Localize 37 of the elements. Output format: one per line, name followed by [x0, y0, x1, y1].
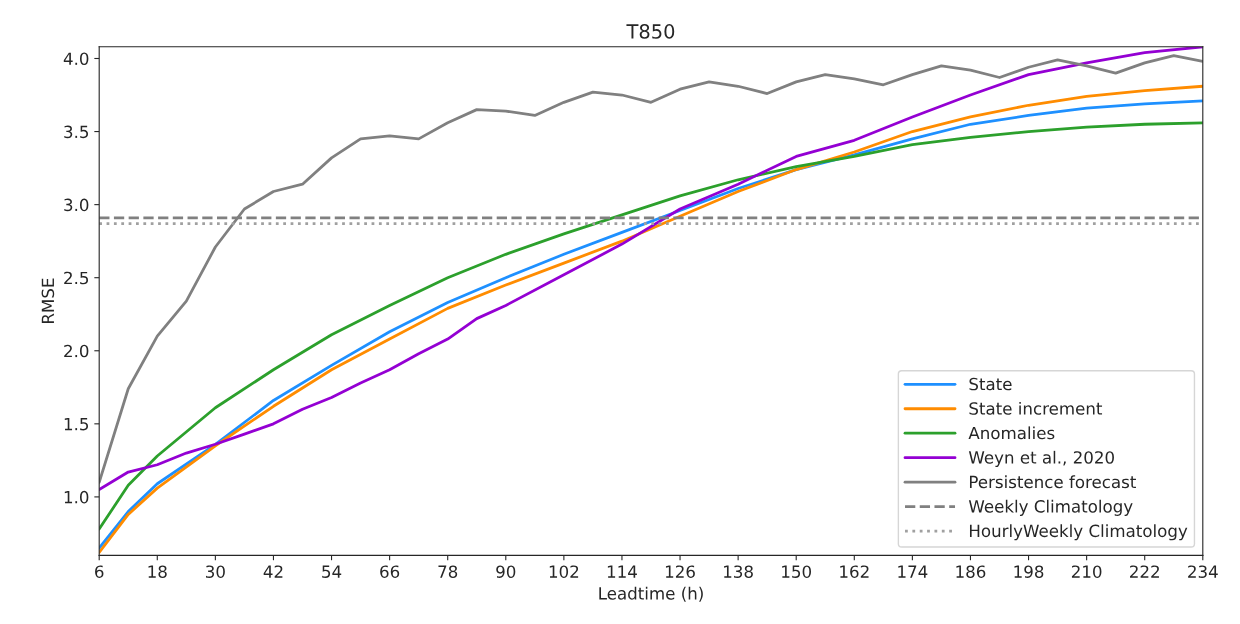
legend-label: HourlyWeekly Climatology — [969, 524, 1188, 541]
x-tick-label: 90 — [496, 565, 516, 578]
y-tick-label: 1.0 — [64, 490, 89, 504]
x-tick-label: 54 — [322, 565, 342, 578]
y-tick-label: 3.5 — [64, 125, 89, 139]
y-axis-title: RMSE — [41, 278, 55, 323]
legend-label: Anomalies — [968, 426, 1055, 440]
x-axis-title: Leadtime (h) — [599, 586, 703, 602]
x-tick-label: 42 — [263, 565, 283, 578]
x-tick-label: 126 — [665, 565, 695, 578]
x-tick-label: 222 — [1130, 565, 1159, 578]
x-tick-label: 114 — [607, 565, 637, 578]
y-tick-label: 2.5 — [64, 271, 89, 285]
x-tick-label: 30 — [206, 565, 225, 578]
y-tick-label: 3.0 — [64, 198, 89, 212]
x-tick-label: 210 — [1071, 565, 1102, 578]
x-tick-label: 150 — [782, 565, 812, 578]
x-tick-label: 174 — [898, 565, 928, 578]
x-tick-label: 234 — [1188, 565, 1218, 578]
chart-title: T850 — [626, 24, 675, 39]
legend-label: State increment — [969, 401, 1103, 415]
x-tick-label: 102 — [549, 565, 579, 578]
y-tick-label: 1.5 — [64, 418, 89, 431]
legend-label: Weekly Climatology — [968, 499, 1133, 516]
y-tick-label: 2.0 — [64, 344, 89, 358]
x-tick-label: 186 — [956, 565, 986, 578]
y-tick-label: 4.0 — [63, 52, 89, 66]
x-tick-label: 6 — [95, 565, 104, 578]
x-tick-label: 66 — [380, 565, 400, 578]
x-tick-label: 162 — [840, 565, 869, 578]
x-tick-label: 138 — [724, 565, 753, 578]
legend-label: State — [969, 377, 1012, 391]
legend-label: Persistence forecast — [969, 475, 1136, 489]
legend-label: Weyn et al., 2020 — [968, 450, 1114, 467]
x-tick-label: 198 — [1014, 565, 1044, 578]
x-tick-label: 18 — [148, 565, 167, 578]
x-tick-label: 78 — [438, 565, 458, 578]
